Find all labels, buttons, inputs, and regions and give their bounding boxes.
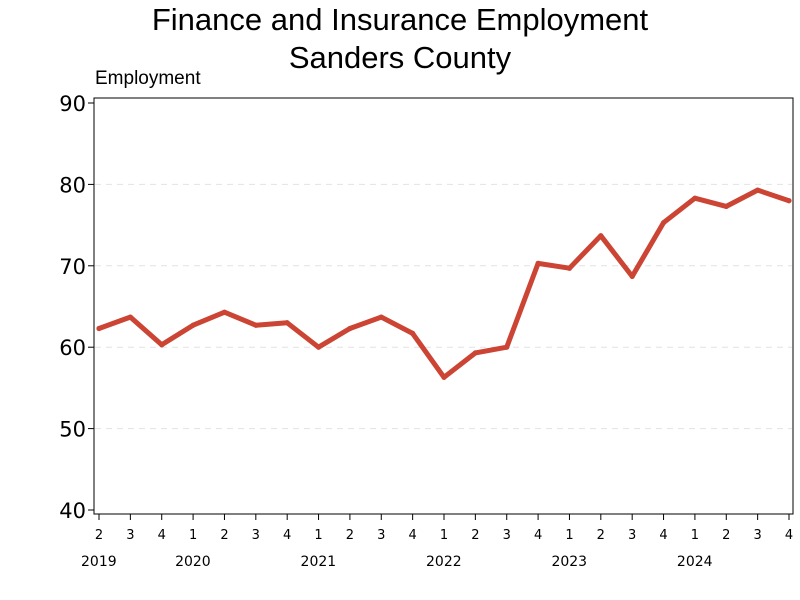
y-tick-label: 90 xyxy=(59,92,86,116)
x-tick-label: 4 xyxy=(408,528,416,543)
y-axis-label: Employment xyxy=(95,68,201,89)
x-tick-label: 2 xyxy=(597,528,605,543)
x-tick-label: 1 xyxy=(440,528,448,543)
x-tick-label: 1 xyxy=(565,528,573,543)
year-label: 2024 xyxy=(677,554,713,570)
x-tick-label: 4 xyxy=(785,528,793,543)
data-point xyxy=(221,309,228,315)
data-point xyxy=(692,195,698,201)
year-label: 2019 xyxy=(81,554,117,570)
x-tick-label: 2 xyxy=(471,528,479,543)
x-tick-label: 1 xyxy=(314,528,322,543)
y-tick-label: 60 xyxy=(59,336,86,360)
y-axis: 40 50 60 70 80 90 xyxy=(59,92,94,523)
x-tick-label: 3 xyxy=(377,528,385,543)
chart-subtitle: Sanders County xyxy=(288,40,512,75)
y-tick-label: 40 xyxy=(59,499,86,523)
data-point xyxy=(472,350,478,356)
data-point xyxy=(598,233,604,239)
year-label: 2022 xyxy=(426,554,462,570)
x-tick-label: 3 xyxy=(252,528,260,543)
x-tick-label: 3 xyxy=(126,528,134,543)
x-tick-label: 3 xyxy=(628,528,636,543)
data-point xyxy=(629,273,635,279)
data-point xyxy=(284,320,290,326)
y-tick-label: 70 xyxy=(59,255,86,279)
series-line xyxy=(96,187,792,380)
plot-frame xyxy=(93,97,794,515)
data-point xyxy=(441,374,447,380)
x-axis: 2 3 4 1 2 3 4 1 2 3 4 1 2 3 4 1 2 3 4 1 2 3 4 2019 2020 2021 2022 2… xyxy=(81,514,793,570)
x-tick-label: 2 xyxy=(220,528,228,543)
series-layer xyxy=(96,187,792,380)
x-tick-label: 4 xyxy=(659,528,667,543)
x-tick-label: 2 xyxy=(346,528,354,543)
data-point xyxy=(347,325,353,332)
data-point xyxy=(786,198,792,204)
y-tick-label: 80 xyxy=(59,173,86,197)
data-point xyxy=(566,265,573,271)
data-point xyxy=(660,220,667,226)
data-point xyxy=(190,322,196,328)
y-tick-label: 50 xyxy=(59,418,86,442)
x-tick-label: 3 xyxy=(753,528,761,543)
year-label: 2023 xyxy=(551,554,587,570)
year-label: 2021 xyxy=(301,554,337,570)
year-label: 2020 xyxy=(175,554,211,570)
data-point xyxy=(127,314,133,320)
data-point xyxy=(96,325,102,332)
x-tick-label: 1 xyxy=(691,528,699,543)
x-tick-label: 1 xyxy=(189,528,197,543)
data-point xyxy=(504,344,510,350)
x-tick-label: 2 xyxy=(95,528,103,543)
x-tick-label: 4 xyxy=(534,528,542,543)
gridlines xyxy=(95,183,792,430)
data-point xyxy=(159,342,165,348)
x-tick-label: 3 xyxy=(503,528,511,543)
chart-title: Finance and Insurance Employment xyxy=(151,2,649,37)
data-point xyxy=(535,260,541,266)
data-point xyxy=(253,322,259,328)
data-point xyxy=(378,314,384,320)
data-point xyxy=(410,330,416,336)
x-tick-label: 4 xyxy=(283,528,291,543)
x-tick-label: 2 xyxy=(722,528,730,543)
data-point xyxy=(755,187,761,193)
x-tick-label: 4 xyxy=(158,528,166,543)
data-point xyxy=(723,203,729,209)
data-point xyxy=(315,344,322,350)
